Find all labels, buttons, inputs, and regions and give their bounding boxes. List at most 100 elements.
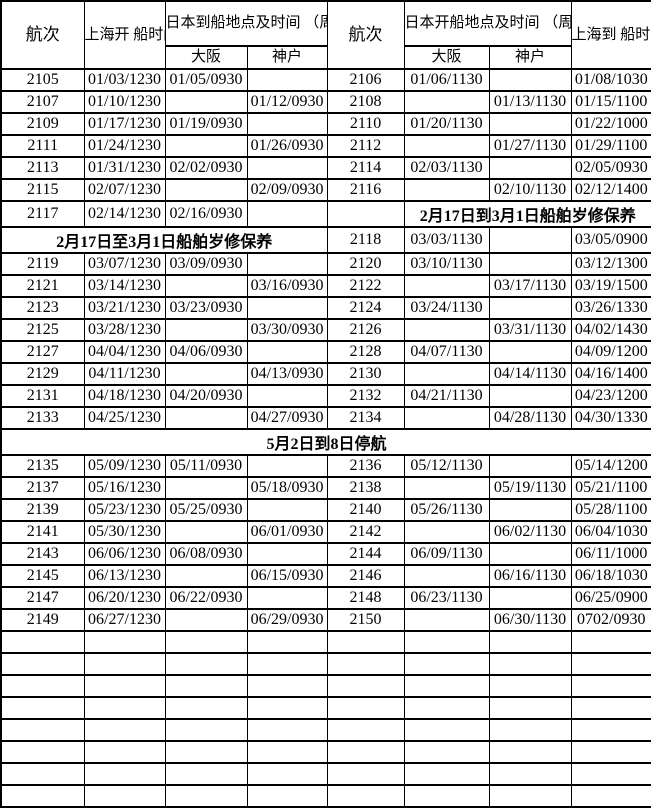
table-row: 2115 02/07/1230 02/09/0930 2116 02/10/1130 02… bbox=[0, 178, 651, 202]
schedule-cell bbox=[326, 740, 405, 764]
schedule-cell bbox=[164, 696, 248, 720]
schedule-cell bbox=[164, 90, 248, 114]
header-voyage-right: 航次 bbox=[326, 0, 405, 70]
schedule-cell bbox=[403, 630, 490, 654]
schedule-cell: 06/15/0930 bbox=[246, 564, 328, 588]
schedule-cell bbox=[488, 674, 572, 698]
schedule-cell bbox=[403, 564, 490, 588]
schedule-cell bbox=[246, 112, 328, 136]
schedule-cell: 01/27/1130 bbox=[488, 134, 572, 158]
schedule-cell: 2118 bbox=[326, 226, 405, 254]
schedule-cell: 03/14/1230 bbox=[83, 274, 166, 298]
schedule-cell: 2134 bbox=[326, 406, 405, 430]
schedule-cell: 2130 bbox=[326, 362, 405, 386]
table-row: 2113 01/31/1230 02/02/0930 2114 02/03/1130 02… bbox=[0, 156, 651, 180]
schedule-cell: 01/15/1100 bbox=[570, 90, 651, 114]
schedule-cell: 2141 bbox=[0, 520, 85, 544]
table-row bbox=[0, 784, 651, 808]
schedule-cell bbox=[246, 718, 328, 742]
schedule-cell bbox=[246, 740, 328, 764]
schedule-cell: 06/18/1030 bbox=[570, 564, 651, 588]
header-shanghai-departure: 上海开 船时间 （周六） bbox=[83, 0, 166, 70]
schedule-cell: 01/29/1100 bbox=[570, 134, 651, 158]
schedule-cell: 05/14/1200 bbox=[570, 454, 651, 478]
schedule-cell bbox=[570, 652, 651, 676]
table-row: 2月17日至3月1日船舶岁修保养 2118 03/03/1130 03/05/0900 bbox=[0, 226, 651, 254]
schedule-cell: 03/24/1130 bbox=[403, 296, 490, 320]
table-row: 2111 01/24/1230 01/26/0930 2112 01/27/1130 01… bbox=[0, 134, 651, 158]
table-row: 2143 06/06/1230 06/08/0930 2144 06/09/1130 06… bbox=[0, 542, 651, 566]
schedule-cell: 04/30/1330 bbox=[570, 406, 651, 430]
schedule-cell: 06/30/1130 bbox=[488, 608, 572, 632]
schedule-cell bbox=[0, 630, 85, 654]
schedule-cell: 05/21/1100 bbox=[570, 476, 651, 500]
schedule-cell: 02/16/0930 bbox=[164, 200, 248, 228]
schedule-cell: 03/23/0930 bbox=[164, 296, 248, 320]
schedule-cell bbox=[488, 740, 572, 764]
schedule-cell bbox=[326, 696, 405, 720]
schedule-cell bbox=[164, 318, 248, 342]
schedule-cell: 01/05/0930 bbox=[164, 68, 248, 92]
schedule-cell: 02/02/0930 bbox=[164, 156, 248, 180]
schedule-cell: 06/25/0900 bbox=[570, 586, 651, 610]
table-row: 2147 06/20/1230 06/22/0930 2148 06/23/1130 06… bbox=[0, 586, 651, 610]
schedule-cell: 04/25/1230 bbox=[83, 406, 166, 430]
schedule-cell: 02/09/0930 bbox=[246, 178, 328, 202]
table-row: 2117 02/14/1230 02/16/0930 2月17日到3月1日船舶岁修保养 bbox=[0, 200, 651, 228]
table-row: 2119 03/07/1230 03/09/0930 2120 03/10/1130 03… bbox=[0, 252, 651, 276]
schedule-cell: 06/08/0930 bbox=[164, 542, 248, 566]
schedule-cell: 03/21/1230 bbox=[83, 296, 166, 320]
header-japan-departure: 日本开船地点及时间 （周二） bbox=[403, 0, 572, 47]
schedule-cell: 02/07/1230 bbox=[83, 178, 166, 202]
table-row bbox=[0, 762, 651, 786]
table-row: 2145 06/13/1230 06/15/0930 2146 06/16/1130 06… bbox=[0, 564, 651, 588]
schedule-cell: 04/20/0930 bbox=[164, 384, 248, 408]
schedule-cell bbox=[488, 252, 572, 276]
table-row: 2133 04/25/1230 04/27/0930 2134 04/28/1130 04… bbox=[0, 406, 651, 430]
schedule-cell: 2142 bbox=[326, 520, 405, 544]
schedule-cell: 2126 bbox=[326, 318, 405, 342]
schedule-cell bbox=[164, 406, 248, 430]
schedule-cell bbox=[246, 454, 328, 478]
schedule-cell: 01/20/1130 bbox=[403, 112, 490, 136]
schedule-cell bbox=[326, 652, 405, 676]
schedule-cell bbox=[83, 630, 166, 654]
schedule-cell bbox=[0, 674, 85, 698]
schedule-cell bbox=[488, 762, 572, 786]
schedule-cell bbox=[164, 564, 248, 588]
schedule-cell: 01/19/0930 bbox=[164, 112, 248, 136]
schedule-cell bbox=[326, 674, 405, 698]
schedule-cell bbox=[403, 784, 490, 808]
schedule-cell bbox=[164, 608, 248, 632]
schedule-cell: 2150 bbox=[326, 608, 405, 632]
schedule-cell: 2105 bbox=[0, 68, 85, 92]
table-row: 5月2日到8日停航 bbox=[0, 428, 651, 456]
schedule-cell: 03/10/1130 bbox=[403, 252, 490, 276]
schedule-cell bbox=[246, 68, 328, 92]
schedule-cell bbox=[164, 784, 248, 808]
schedule-cell bbox=[403, 652, 490, 676]
schedule-cell bbox=[326, 630, 405, 654]
schedule-cell bbox=[570, 696, 651, 720]
schedule-cell bbox=[164, 652, 248, 676]
schedule-cell bbox=[403, 718, 490, 742]
schedule-cell bbox=[403, 362, 490, 386]
schedule-cell: 02/14/1230 bbox=[83, 200, 166, 228]
table-row: 2107 01/10/1230 01/12/0930 2108 01/13/1130 01… bbox=[0, 90, 651, 114]
schedule-cell: 04/23/1200 bbox=[570, 384, 651, 408]
subheader-osaka-arrival: 大阪 bbox=[164, 45, 248, 70]
schedule-cell bbox=[246, 630, 328, 654]
schedule-cell: 2113 bbox=[0, 156, 85, 180]
schedule-cell: 02/10/1130 bbox=[488, 178, 572, 202]
schedule-cell: 2111 bbox=[0, 134, 85, 158]
schedule-cell: 06/01/0930 bbox=[246, 520, 328, 544]
schedule-cell bbox=[488, 718, 572, 742]
schedule-cell: 04/04/1230 bbox=[83, 340, 166, 364]
schedule-cell bbox=[83, 674, 166, 698]
schedule-cell: 01/12/0930 bbox=[246, 90, 328, 114]
table-row bbox=[0, 740, 651, 764]
schedule-cell bbox=[326, 718, 405, 742]
schedule-cell: 2149 bbox=[0, 608, 85, 632]
schedule-cell bbox=[403, 318, 490, 342]
